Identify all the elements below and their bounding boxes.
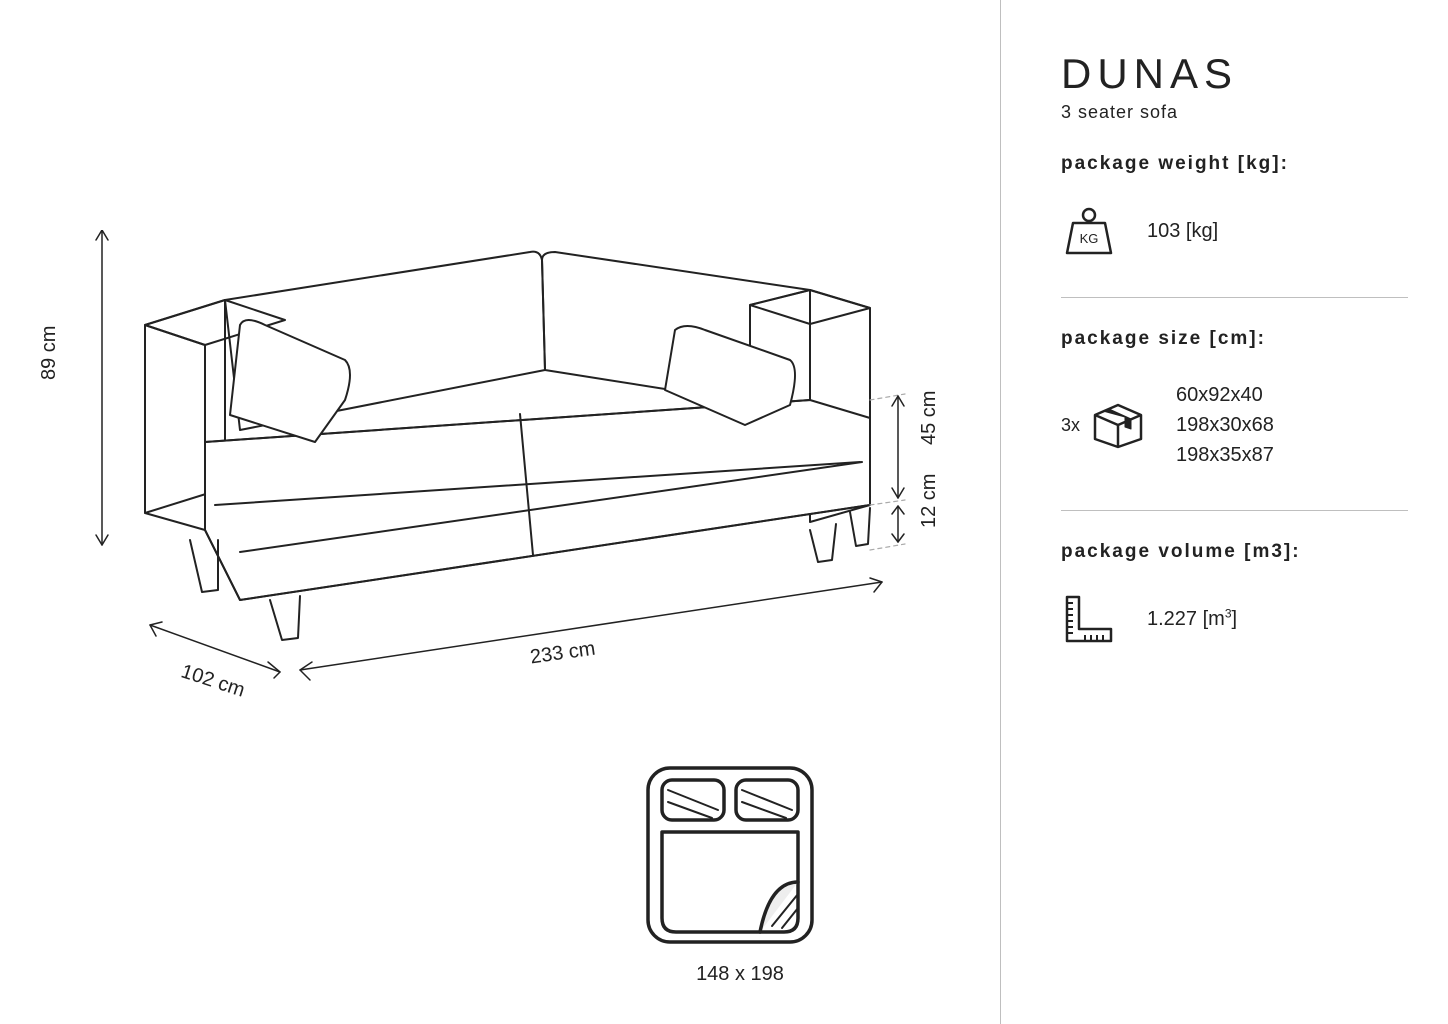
separator <box>1061 297 1408 298</box>
weight-row: KG 103 [kg] <box>1061 205 1408 257</box>
size-row: 3x 60x92x40 198x30x68 198x35x87 <box>1061 380 1408 470</box>
product-subtitle: 3 seater sofa <box>1061 102 1408 123</box>
separator <box>1061 510 1408 511</box>
volume-value-sup: 3 <box>1225 606 1232 620</box>
diagram-area: 89 cm <box>0 0 1000 1024</box>
volume-value: 1.227 [m3] <box>1147 604 1237 634</box>
size-label: package size [cm]: <box>1061 328 1408 350</box>
dim-height: 89 cm <box>38 326 61 380</box>
sofa-figure: 89 cm <box>90 230 910 730</box>
dim-seat-height: 45 cm <box>918 391 941 445</box>
volume-row: 1.227 [m3] <box>1061 593 1408 645</box>
weight-value: 103 [kg] <box>1147 216 1218 246</box>
size-line: 198x35x87 <box>1176 440 1274 470</box>
spec-panel: DUNAS 3 seater sofa package weight [kg]:… <box>1000 0 1448 1024</box>
product-title: DUNAS <box>1061 50 1408 98</box>
weight-label: package weight [kg]: <box>1061 153 1408 175</box>
volume-value-text: 1.227 [m <box>1147 608 1225 630</box>
bed-figure: 148 x 198 <box>640 760 840 986</box>
dim-leg-height: 12 cm <box>918 474 941 528</box>
volume-label: package volume [m3]: <box>1061 541 1408 563</box>
package-icon <box>1090 401 1146 449</box>
size-line: 60x92x40 <box>1176 380 1274 410</box>
ruler-icon <box>1061 593 1117 645</box>
size-lines: 60x92x40 198x30x68 198x35x87 <box>1176 380 1274 470</box>
svg-text:KG: KG <box>1080 231 1099 246</box>
volume-value-suffix: ] <box>1232 608 1238 630</box>
weight-icon: KG <box>1061 205 1117 257</box>
dim-bed: 148 x 198 <box>640 963 840 986</box>
size-count: 3x <box>1061 415 1080 436</box>
size-line: 198x30x68 <box>1176 410 1274 440</box>
bed-svg <box>640 760 820 950</box>
